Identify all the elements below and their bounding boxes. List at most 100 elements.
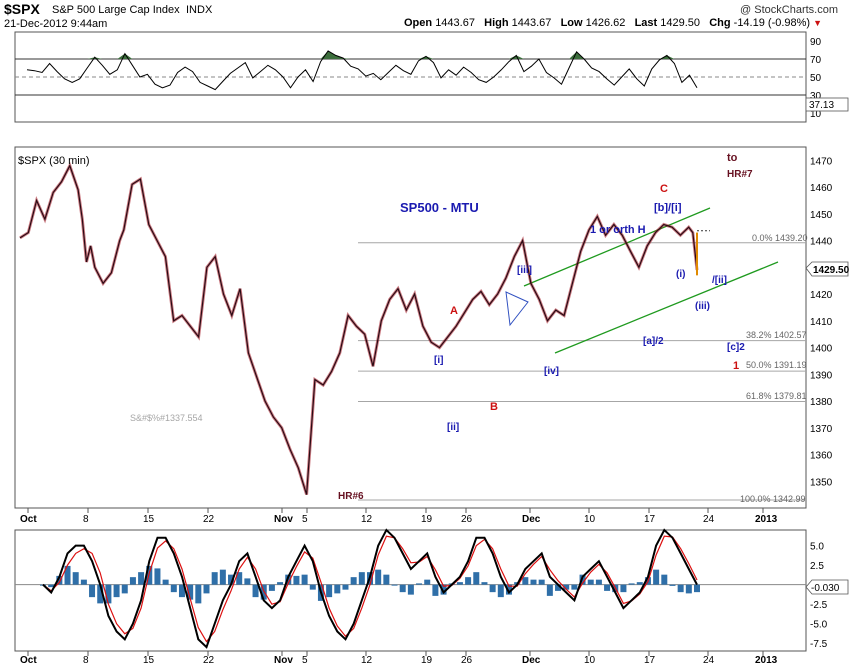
wave-annotations: $SPX (30 min) SP500 - MTU 1 or orth H [b… xyxy=(18,152,808,504)
histogram-bar xyxy=(538,579,545,585)
histogram-bar xyxy=(383,574,390,585)
price-tick-label: 1390 xyxy=(810,370,833,381)
histogram-bar xyxy=(555,584,562,591)
histogram-bar xyxy=(481,582,488,585)
low-value: 1426.62 xyxy=(585,17,626,29)
histogram-bar xyxy=(473,572,480,585)
price-tick-label: 1400 xyxy=(810,344,833,355)
rsi-line xyxy=(26,50,698,91)
wave-label-ii-slash: /[ii] xyxy=(712,275,727,286)
histogram-bar xyxy=(416,583,423,585)
last-label: Last xyxy=(634,17,658,29)
x-tick-label: 5 xyxy=(302,514,308,525)
histogram-bar xyxy=(432,584,439,596)
histogram-bar xyxy=(64,565,71,585)
histogram-bar xyxy=(530,579,537,585)
x-tick-label: 22 xyxy=(203,514,215,525)
histogram-bar xyxy=(636,582,643,585)
wave-label-a: A xyxy=(450,305,458,317)
wave-label-ii-bracket: [ii] xyxy=(447,422,459,433)
histogram-bar xyxy=(203,584,210,594)
histogram-bar xyxy=(604,584,611,591)
wave-label-hr6: HR#6 xyxy=(338,491,364,502)
x-tick-label: Nov xyxy=(274,655,293,666)
macd-tick-label: -7.5 xyxy=(810,639,828,650)
x-tick-label: Oct xyxy=(20,655,37,666)
open-label: Open xyxy=(404,17,433,29)
histogram-bar xyxy=(653,569,660,585)
macd-line xyxy=(42,528,698,649)
histogram-bar xyxy=(80,579,87,585)
histogram-bar xyxy=(113,584,120,598)
exchange: INDX xyxy=(186,4,213,16)
x-tick-label: 2013 xyxy=(755,514,778,525)
histogram-bar xyxy=(138,572,145,585)
axis-labels: Oct Oct 8 8 15 15 22 22 Nov Nov 5 5 12 12 19 19 26 26 Dec D… xyxy=(20,37,833,666)
histogram-bar xyxy=(375,569,382,585)
high-label: High xyxy=(484,17,509,29)
rsi-tick-label: 90 xyxy=(810,37,822,48)
macd-signal-line xyxy=(42,535,698,643)
panel-frames xyxy=(14,31,807,652)
wave-label-1: 1 xyxy=(733,360,739,372)
x-tick-label: 22 xyxy=(203,655,215,666)
rsi-last-tag: 37.13 xyxy=(805,97,849,112)
histogram-bar xyxy=(505,584,512,595)
histogram-bar xyxy=(628,583,635,585)
x-tick-label: 24 xyxy=(703,655,715,666)
low-label: Low xyxy=(560,17,583,29)
price-line xyxy=(19,164,698,495)
histogram-bar xyxy=(89,584,96,598)
histogram-bar xyxy=(595,579,602,585)
wave-label-a-2: [a]/2 xyxy=(643,336,664,347)
chg-label: Chg xyxy=(709,17,731,29)
macd-last-value: -0.030 xyxy=(811,583,840,594)
histogram-bar xyxy=(669,584,676,586)
fib-label-50: 50.0% 1391.19 xyxy=(746,360,807,370)
fib-label-618: 61.8% 1379.81 xyxy=(746,391,807,401)
histogram-bar xyxy=(661,574,668,585)
histogram-bar xyxy=(211,572,218,585)
wave-label-b: B xyxy=(490,401,498,413)
wave-label-hr7: HR#7 xyxy=(727,169,753,180)
overlay-text: S&#$%#1337.554 xyxy=(130,413,203,423)
price-tick-label: 1360 xyxy=(810,451,833,462)
histogram-bar xyxy=(350,577,357,585)
histogram-bar xyxy=(170,584,177,593)
fib-label-100: 100.0% 1342.99 xyxy=(740,494,806,504)
wave-label-to: to xyxy=(727,152,738,164)
histogram-bar xyxy=(121,584,128,594)
x-tick-label: 8 xyxy=(83,514,89,525)
histogram-bar xyxy=(334,584,341,594)
x-tick-label: 10 xyxy=(584,514,596,525)
brand-watermark: @ StockCharts.com xyxy=(740,4,838,16)
histogram-bar xyxy=(252,584,259,598)
histogram-bar xyxy=(236,572,243,585)
grid-lines xyxy=(27,508,764,656)
histogram-bar xyxy=(407,584,414,595)
rsi-tick-label: 30 xyxy=(810,91,822,102)
down-triangle-icon: ▼ xyxy=(813,18,823,28)
histogram-bar xyxy=(187,584,194,600)
histogram-bar xyxy=(571,584,578,590)
price-tick-label: 1450 xyxy=(810,210,833,221)
macd-tick-label: -2.5 xyxy=(810,600,828,611)
histogram-bar xyxy=(587,579,594,585)
histogram-bar xyxy=(178,584,185,598)
histogram-bar xyxy=(97,584,104,604)
price-last-tag: 1429.50 xyxy=(805,261,850,277)
histogram-bar xyxy=(72,572,79,585)
histogram-bar xyxy=(195,584,202,604)
histogram-bar xyxy=(154,568,161,585)
histogram-bar xyxy=(358,572,365,585)
price-panel xyxy=(19,161,806,501)
price-tick-label: 1460 xyxy=(810,183,833,194)
high-value: 1443.67 xyxy=(511,17,552,29)
histogram-bar xyxy=(522,577,529,585)
macd-tick-label: 5.0 xyxy=(810,542,824,553)
rsi-panel xyxy=(15,50,806,96)
x-tick-label: 12 xyxy=(361,514,373,525)
rsi-last-value: 37.13 xyxy=(809,100,834,111)
x-tick-label: 19 xyxy=(421,514,433,525)
